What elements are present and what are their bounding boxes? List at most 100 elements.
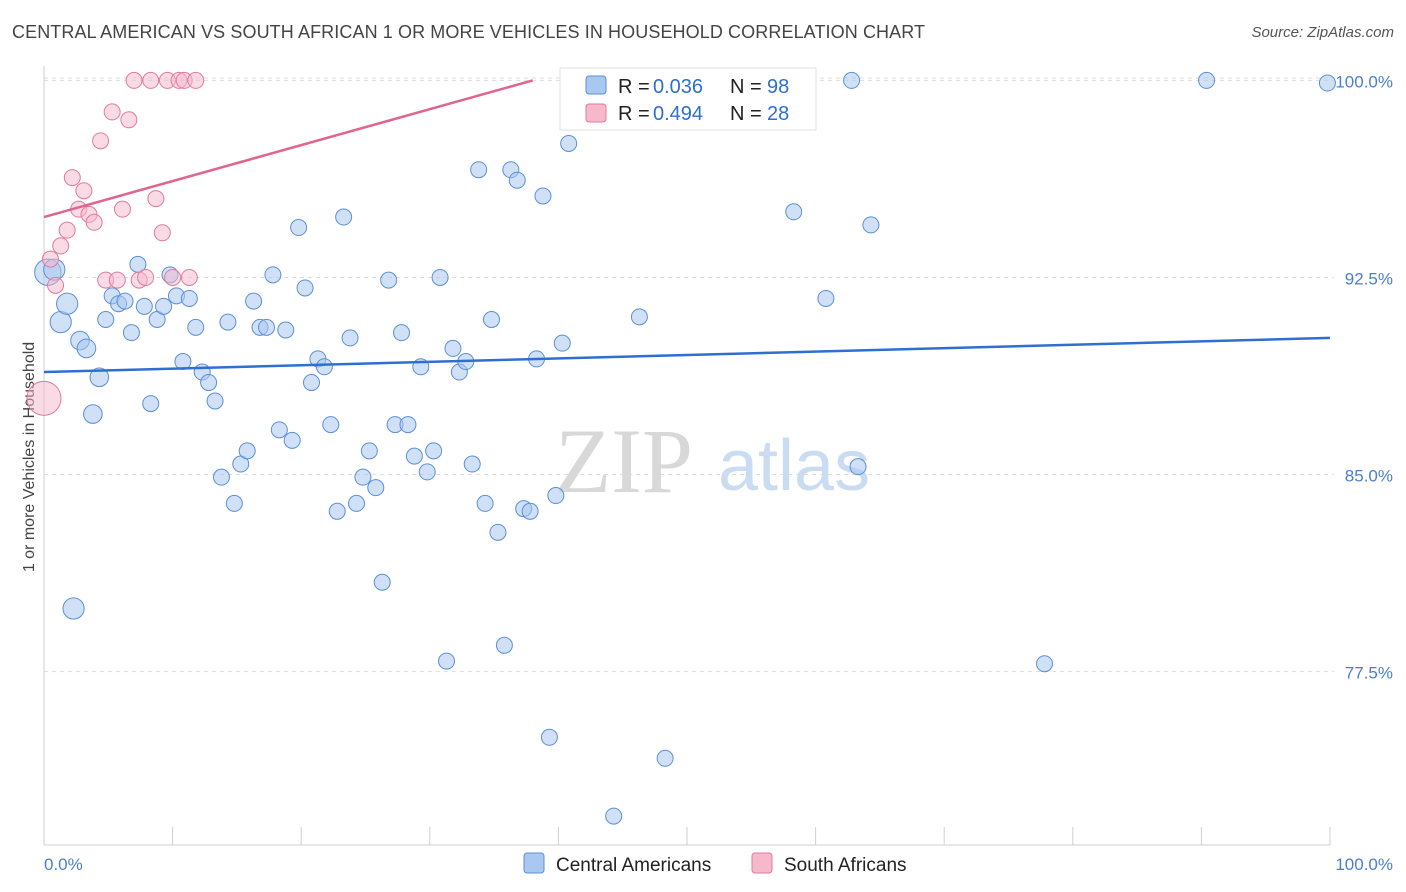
central-american-point (476, 494, 494, 512)
south-african-point (164, 268, 182, 286)
legend-r-value-1: 0.036 (653, 76, 703, 98)
y-tick-label-2: 85.0% (1345, 467, 1393, 486)
central-american-point (489, 523, 507, 541)
legend-r-label-1: R = (618, 76, 650, 98)
south-african-point (52, 237, 70, 255)
legend-swatch-pink (585, 103, 607, 123)
central-american-point (180, 289, 198, 307)
central-american-point (1318, 74, 1336, 92)
south-africans-trendline (43, 79, 534, 219)
south-african-point (113, 200, 131, 218)
south-african-point (137, 268, 155, 286)
central-american-point (277, 321, 295, 339)
central-american-point (862, 216, 880, 234)
central-american-point (508, 171, 526, 189)
central-american-point (817, 289, 835, 307)
central-american-point (219, 313, 237, 331)
y-tick-label-3: 77.5% (1345, 664, 1393, 683)
central-american-point (322, 416, 340, 434)
central-american-point (470, 161, 488, 179)
central-american-point (553, 334, 571, 352)
central-american-point (283, 431, 301, 449)
central-american-point (540, 728, 558, 746)
legend-n-value-1: 98 (767, 76, 789, 98)
legend-n-label-1: N = (730, 76, 762, 98)
watermark-zip: ZIP (555, 410, 693, 512)
central-american-point (849, 458, 867, 476)
central-american-point (547, 487, 565, 505)
central-american-point (212, 468, 230, 486)
central-american-point (341, 329, 359, 347)
central-american-point (135, 297, 153, 315)
south-african-point (92, 132, 110, 150)
legend-r-value-2: 0.494 (653, 103, 703, 125)
central-american-point (225, 494, 243, 512)
legend-r-label-2: R = (618, 103, 650, 125)
south-african-point (180, 268, 198, 286)
central-american-point (405, 447, 423, 465)
south-african-point (85, 213, 103, 231)
south-african-point (47, 276, 65, 294)
south-african-point (26, 380, 62, 416)
stats-legend: R = 0.036 N = 98 R = 0.494 N = 28 (559, 67, 817, 131)
series-legend-label-2: South Africans (784, 855, 907, 876)
south-african-point (63, 169, 81, 187)
y-tick-label-0: 100.0% (1335, 72, 1393, 91)
watermark-atlas: atlas (718, 426, 870, 506)
central-american-point (418, 463, 436, 481)
legend-swatch-blue (585, 75, 607, 95)
central-american-point (122, 324, 140, 342)
central-american-point (302, 374, 320, 392)
south-africans-points (26, 71, 205, 416)
central-american-point (1036, 655, 1054, 673)
central-american-point (656, 749, 674, 767)
south-african-point (103, 103, 121, 121)
central-american-point (605, 807, 623, 825)
central-american-point (97, 310, 115, 328)
south-african-point (120, 111, 138, 129)
central-american-point (380, 271, 398, 289)
central-american-point (76, 338, 97, 359)
central-american-point (56, 292, 79, 315)
trend-lines (43, 79, 1331, 374)
central-american-point (483, 310, 501, 328)
central-american-point (238, 442, 256, 460)
central-american-point (495, 636, 513, 654)
central-american-point (328, 502, 346, 520)
central-american-point (155, 297, 173, 315)
central-american-point (360, 442, 378, 460)
central-american-point (431, 268, 449, 286)
central-american-point (290, 219, 308, 237)
y-axis-title: 1 or more Vehicles in Household (21, 342, 38, 572)
source-label: Source: ZipAtlas.com (1251, 24, 1394, 41)
central-american-point (335, 208, 353, 226)
legend-n-value-2: 28 (767, 103, 789, 125)
central-american-point (560, 134, 578, 152)
central-american-point (1198, 71, 1216, 89)
south-african-point (187, 71, 205, 89)
central-american-point (116, 292, 134, 310)
series-legend-swatch-blue (523, 852, 545, 874)
central-americans-trendline (43, 336, 1331, 374)
central-american-point (62, 597, 85, 620)
x-tick-min: 0.0% (44, 855, 83, 874)
central-american-point (187, 318, 205, 336)
south-african-point (125, 71, 143, 89)
central-american-point (843, 71, 861, 89)
grid-lines (44, 77, 1334, 673)
south-african-point (108, 271, 126, 289)
central-american-point (354, 468, 372, 486)
central-american-point (245, 292, 263, 310)
central-american-point (367, 479, 385, 497)
central-american-point (347, 494, 365, 512)
central-american-point (264, 266, 282, 284)
central-american-point (257, 318, 275, 336)
central-american-point (200, 374, 218, 392)
series-legend: Central Americans South Africans (523, 852, 907, 876)
central-american-point (521, 502, 539, 520)
axes (43, 66, 1331, 846)
y-tick-label-1: 92.5% (1345, 269, 1393, 288)
south-african-point (142, 71, 160, 89)
y-tick-labels: 100.0% 92.5% 85.0% 77.5% (1335, 72, 1393, 682)
central-american-point (444, 339, 462, 357)
